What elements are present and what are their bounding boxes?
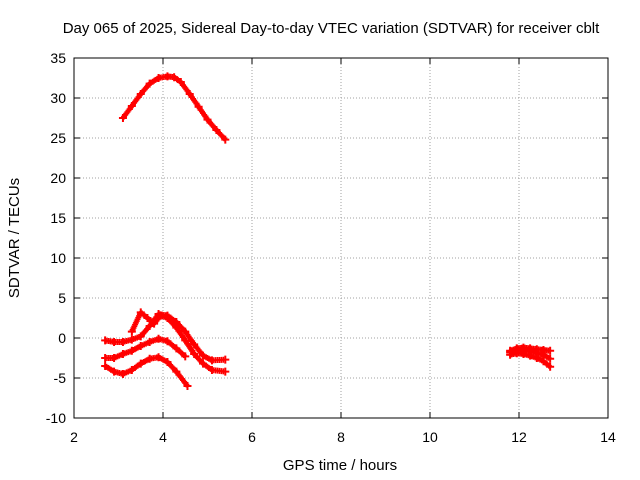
y-tick-label: -5 xyxy=(54,370,67,386)
axis-ticks xyxy=(73,57,609,419)
y-tick-label: 5 xyxy=(58,290,66,306)
data-point xyxy=(199,351,208,360)
axis-tick-labels: 2 4 6 8 10 12 14 -10 -5 0 5 10 15 20 25 30 35 xyxy=(46,50,616,445)
data-point xyxy=(163,358,172,366)
data-point xyxy=(101,354,110,362)
data-point xyxy=(539,346,548,354)
series-track-3 xyxy=(127,308,230,376)
data-point xyxy=(526,351,535,360)
data-point xyxy=(172,367,181,376)
x-tick-label: 12 xyxy=(511,429,527,445)
y-tick-label: -10 xyxy=(46,410,66,426)
data-point xyxy=(127,335,136,344)
x-tick-label: 8 xyxy=(337,429,345,445)
y-tick-label: 25 xyxy=(50,130,66,146)
series-track-8 xyxy=(506,349,555,371)
data-point xyxy=(118,350,127,358)
data-point xyxy=(150,319,159,328)
data-point xyxy=(127,102,136,110)
data-point xyxy=(127,327,136,336)
data-point xyxy=(101,336,110,345)
y-tick-label: 15 xyxy=(50,210,66,226)
series-track-7 xyxy=(506,343,555,355)
data-layer xyxy=(101,72,555,390)
data-point xyxy=(127,366,136,374)
data-point xyxy=(207,366,216,374)
data-point xyxy=(183,382,192,390)
data-point xyxy=(136,332,145,341)
data-point xyxy=(145,338,154,346)
x-tick-label: 6 xyxy=(248,429,256,445)
data-point xyxy=(145,79,154,88)
data-point xyxy=(143,314,152,322)
data-point xyxy=(212,126,221,134)
data-point xyxy=(101,362,110,370)
data-point xyxy=(190,350,199,358)
data-point xyxy=(154,74,163,82)
data-point xyxy=(512,349,521,358)
data-point xyxy=(127,346,136,355)
data-point xyxy=(118,114,127,122)
y-tick-label: 35 xyxy=(50,50,66,66)
chart-title: Day 065 of 2025, Sidereal Day-to-day VTE… xyxy=(63,20,600,37)
data-point xyxy=(526,344,535,353)
data-point xyxy=(221,135,230,144)
data-point xyxy=(532,345,541,354)
y-tick-label: 20 xyxy=(50,170,66,186)
series-track-4 xyxy=(101,334,190,362)
data-point xyxy=(546,362,555,371)
data-point xyxy=(532,354,541,362)
data-point xyxy=(154,334,163,343)
y-tick-label: 30 xyxy=(50,90,66,106)
y-tick-label: 10 xyxy=(50,250,66,266)
data-point xyxy=(199,359,208,368)
data-point xyxy=(181,336,190,345)
data-point xyxy=(194,102,203,111)
data-point xyxy=(163,337,172,346)
data-point xyxy=(154,353,163,362)
data-point xyxy=(136,90,145,98)
y-tick-label: 0 xyxy=(58,330,66,346)
data-point xyxy=(181,352,190,361)
data-point xyxy=(136,308,145,317)
data-point xyxy=(170,73,179,82)
data-point xyxy=(176,78,185,86)
x-tick-label: 2 xyxy=(70,429,78,445)
data-point xyxy=(156,311,165,320)
x-tick-label: 4 xyxy=(159,429,167,445)
x-tick-label: 10 xyxy=(422,429,438,445)
data-point xyxy=(185,90,194,98)
data-point xyxy=(519,350,528,358)
x-tick-label: 14 xyxy=(600,429,616,445)
data-point xyxy=(163,314,172,322)
data-point xyxy=(145,354,154,363)
grid xyxy=(74,58,608,418)
data-point xyxy=(506,350,515,359)
y-axis-label: SDTVAR / TECUs xyxy=(6,178,23,298)
data-point xyxy=(110,367,119,376)
series-track-5 xyxy=(101,353,192,390)
data-point xyxy=(221,355,230,364)
data-point xyxy=(539,357,548,366)
data-point xyxy=(190,340,199,349)
data-point xyxy=(546,354,555,363)
data-point xyxy=(546,346,555,355)
data-point xyxy=(145,322,154,330)
data-point xyxy=(207,356,216,365)
data-point xyxy=(110,338,119,346)
data-point xyxy=(118,370,127,378)
data-point xyxy=(203,115,212,124)
data-point xyxy=(172,344,181,353)
data-point xyxy=(136,359,145,368)
series-track-1 xyxy=(118,72,230,144)
data-point xyxy=(163,72,172,81)
data-point xyxy=(172,323,181,332)
data-point xyxy=(221,367,230,376)
data-point xyxy=(110,354,119,362)
x-axis-label: GPS time / hours xyxy=(283,457,397,474)
data-point xyxy=(118,338,127,346)
data-point xyxy=(136,342,145,350)
